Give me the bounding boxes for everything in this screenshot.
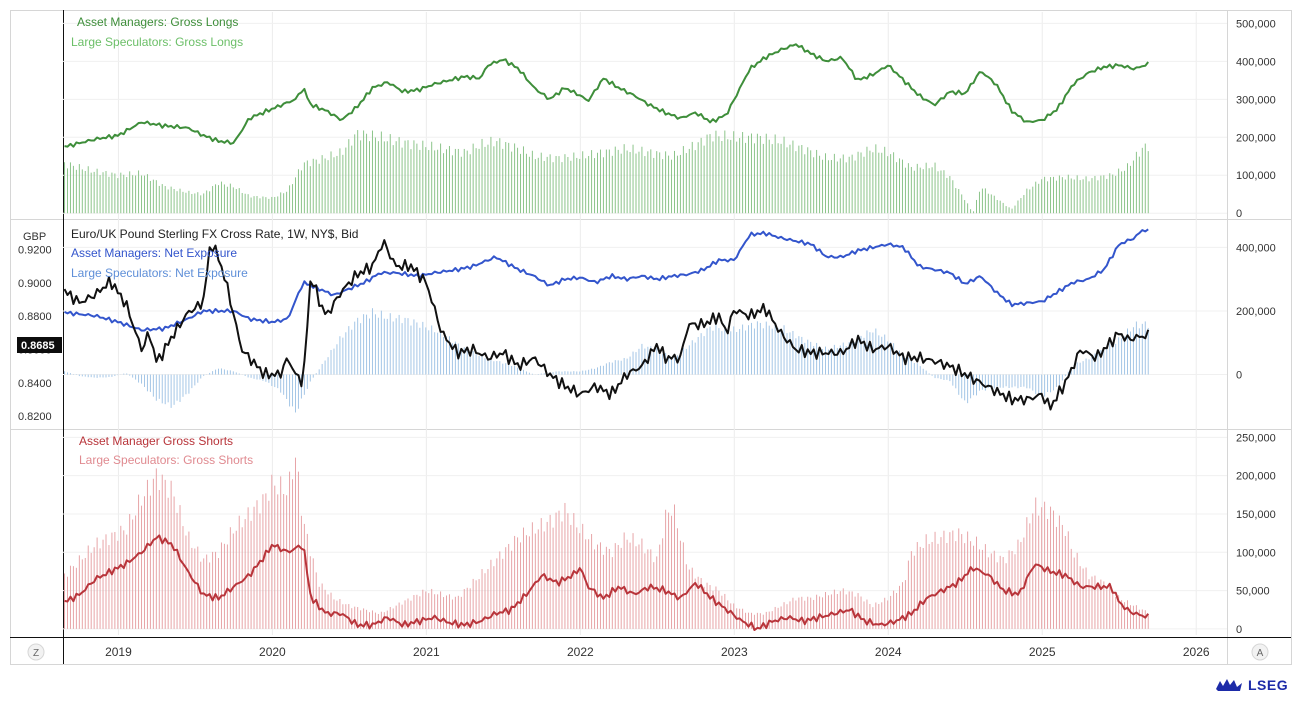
lseg-logo: LSEG: [1214, 676, 1296, 694]
x-tick-label: 2025: [1029, 645, 1056, 659]
legend-ls-net-exposure: Large Speculators: Net Exposure: [71, 266, 248, 280]
y-tick-label: 400,000: [1236, 242, 1276, 254]
ticks-layer: 2019 2020 2021 2022 2023 2024 2025 2026 500,000 4…: [18, 18, 1276, 659]
y-tick-label: 200,000: [1236, 132, 1276, 144]
x-tick-label: 2023: [721, 645, 748, 659]
grid-layer: [63, 12, 1227, 635]
y-tick-label-left: 0.8200: [18, 411, 52, 423]
x-tick-label: 2024: [875, 645, 902, 659]
y-tick-label: 150,000: [1236, 509, 1276, 521]
current-price-box: [17, 337, 62, 353]
lines-layer: [63, 43, 1150, 631]
legend-ls-gross-longs: Large Speculators: Gross Longs: [71, 35, 243, 49]
y-tick-label: 50,000: [1236, 586, 1270, 598]
y-tick-label: 200,000: [1236, 471, 1276, 483]
x-tick-label: 2022: [567, 645, 594, 659]
y-tick-label: 400,000: [1236, 56, 1276, 68]
chart-frame: [10, 10, 1292, 665]
legend-ls-gross-shorts: Large Speculators: Gross Shorts: [79, 453, 253, 467]
y-tick-label: 0: [1236, 624, 1242, 636]
am-gross-shorts-line: [64, 534, 1150, 631]
y-tick-label: 0: [1236, 370, 1242, 382]
y-tick-label: 500,000: [1236, 18, 1276, 30]
am-gross-longs-line: [64, 43, 1149, 148]
y-tick-label-left: 0.8400: [18, 378, 52, 390]
zoom-left-label: Z: [33, 648, 39, 659]
fx-price-line: [63, 239, 1150, 411]
zoom-left-button[interactable]: Z: [27, 643, 45, 661]
y-tick-label: 100,000: [1236, 547, 1276, 559]
y-tick-label-left: 0.9200: [18, 245, 52, 257]
x-tick-label: 2019: [105, 645, 132, 659]
auto-scale-label: A: [1257, 648, 1264, 659]
x-tick-label: 2020: [259, 645, 286, 659]
legend-am-net-exposure: Asset Managers: Net Exposure: [71, 246, 237, 260]
y-tick-label: 300,000: [1236, 94, 1276, 106]
y-tick-label: 100,000: [1236, 170, 1276, 182]
legend-am-gross-shorts: Asset Manager Gross Shorts: [79, 434, 233, 448]
fx-series-title: Euro/UK Pound Sterling FX Cross Rate, 1W…: [71, 227, 358, 241]
currency-label: GBP: [23, 231, 46, 243]
legend-am-gross-longs: Asset Managers: Gross Longs: [77, 15, 238, 29]
current-price-label: 0.8685: [21, 340, 55, 352]
y-tick-label-left: 0.9000: [18, 278, 52, 290]
am-net-exposure-line: [64, 228, 1149, 332]
y-tick-label-left: 0.8800: [18, 311, 52, 323]
y-tick-label: 0: [1236, 208, 1242, 220]
x-tick-label: 2026: [1183, 645, 1210, 659]
bars-layer: [64, 130, 1149, 629]
y-tick-label: 250,000: [1236, 432, 1276, 444]
auto-scale-button[interactable]: A: [1251, 643, 1269, 661]
x-tick-label: 2021: [413, 645, 440, 659]
y-tick-label: 200,000: [1236, 306, 1276, 318]
lseg-logo-text: LSEG: [1248, 677, 1289, 693]
lseg-logo-icon: [1216, 679, 1242, 691]
